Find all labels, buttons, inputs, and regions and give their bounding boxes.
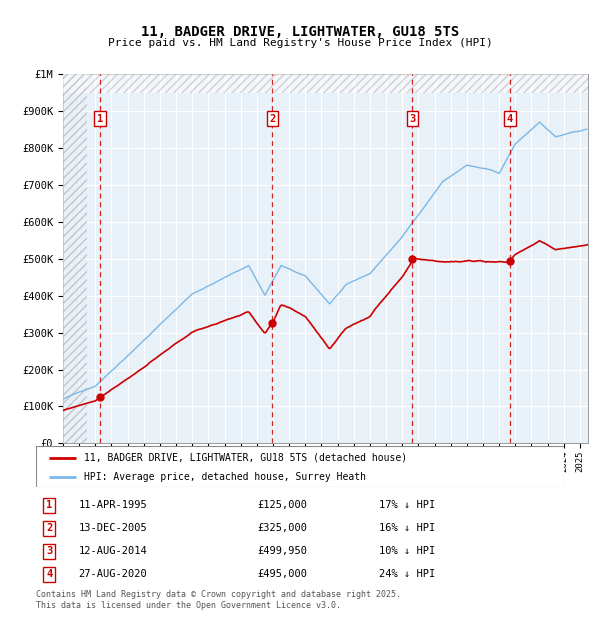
Text: Contains HM Land Registry data © Crown copyright and database right 2025.
This d: Contains HM Land Registry data © Crown c… — [36, 590, 401, 609]
Text: 13-DEC-2005: 13-DEC-2005 — [78, 523, 147, 533]
Text: 3: 3 — [46, 546, 52, 556]
Text: £495,000: £495,000 — [258, 569, 308, 579]
Text: 2: 2 — [269, 113, 275, 123]
Bar — [63, 73, 588, 93]
Text: £125,000: £125,000 — [258, 500, 308, 510]
Text: 11, BADGER DRIVE, LIGHTWATER, GU18 5TS: 11, BADGER DRIVE, LIGHTWATER, GU18 5TS — [141, 25, 459, 39]
Text: HPI: Average price, detached house, Surrey Heath: HPI: Average price, detached house, Surr… — [83, 472, 365, 482]
Text: 1: 1 — [46, 500, 52, 510]
Text: 4: 4 — [506, 113, 513, 123]
Text: £499,950: £499,950 — [258, 546, 308, 556]
Text: 12-AUG-2014: 12-AUG-2014 — [78, 546, 147, 556]
Text: 1: 1 — [97, 113, 103, 123]
Text: 27-AUG-2020: 27-AUG-2020 — [78, 569, 147, 579]
Text: 16% ↓ HPI: 16% ↓ HPI — [379, 523, 436, 533]
Text: 11-APR-1995: 11-APR-1995 — [78, 500, 147, 510]
Bar — [63, 74, 87, 443]
Text: 3: 3 — [409, 113, 415, 123]
Text: Price paid vs. HM Land Registry's House Price Index (HPI): Price paid vs. HM Land Registry's House … — [107, 38, 493, 48]
Text: £325,000: £325,000 — [258, 523, 308, 533]
Text: 4: 4 — [46, 569, 52, 579]
Text: 24% ↓ HPI: 24% ↓ HPI — [379, 569, 436, 579]
Text: 2: 2 — [46, 523, 52, 533]
Text: 17% ↓ HPI: 17% ↓ HPI — [379, 500, 436, 510]
Text: 10% ↓ HPI: 10% ↓ HPI — [379, 546, 436, 556]
Text: 11, BADGER DRIVE, LIGHTWATER, GU18 5TS (detached house): 11, BADGER DRIVE, LIGHTWATER, GU18 5TS (… — [83, 453, 407, 463]
